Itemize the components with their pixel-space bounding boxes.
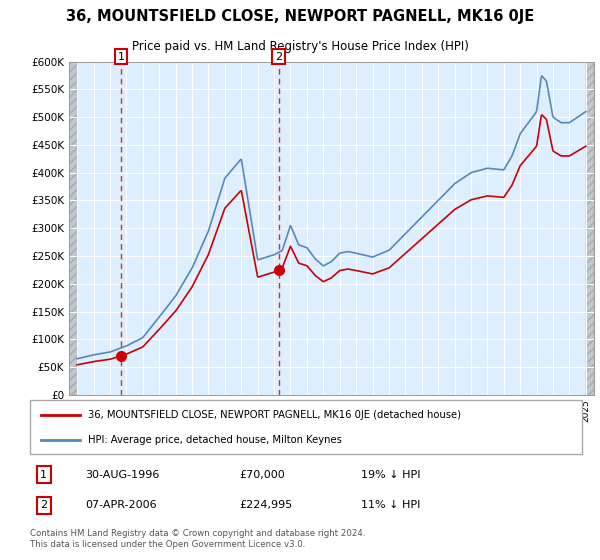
Text: 1: 1 bbox=[118, 52, 124, 62]
Text: 30-AUG-1996: 30-AUG-1996 bbox=[85, 470, 160, 479]
Text: Price paid vs. HM Land Registry's House Price Index (HPI): Price paid vs. HM Land Registry's House … bbox=[131, 40, 469, 53]
Text: 2: 2 bbox=[275, 52, 282, 62]
FancyBboxPatch shape bbox=[30, 400, 582, 454]
Text: 36, MOUNTSFIELD CLOSE, NEWPORT PAGNELL, MK16 0JE (detached house): 36, MOUNTSFIELD CLOSE, NEWPORT PAGNELL, … bbox=[88, 410, 461, 421]
Text: £70,000: £70,000 bbox=[240, 470, 286, 479]
Text: 36, MOUNTSFIELD CLOSE, NEWPORT PAGNELL, MK16 0JE: 36, MOUNTSFIELD CLOSE, NEWPORT PAGNELL, … bbox=[66, 9, 534, 24]
Text: 2: 2 bbox=[40, 501, 47, 510]
Text: 1: 1 bbox=[40, 470, 47, 479]
Text: 19% ↓ HPI: 19% ↓ HPI bbox=[361, 470, 421, 479]
Text: £224,995: £224,995 bbox=[240, 501, 293, 510]
Text: HPI: Average price, detached house, Milton Keynes: HPI: Average price, detached house, Milt… bbox=[88, 435, 342, 445]
Text: 11% ↓ HPI: 11% ↓ HPI bbox=[361, 501, 421, 510]
Text: 07-APR-2006: 07-APR-2006 bbox=[85, 501, 157, 510]
Text: Contains HM Land Registry data © Crown copyright and database right 2024.
This d: Contains HM Land Registry data © Crown c… bbox=[30, 529, 365, 549]
